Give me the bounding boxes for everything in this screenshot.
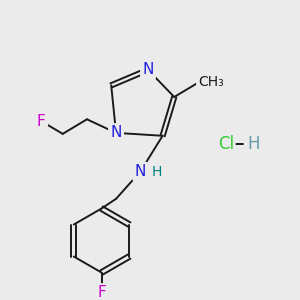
Text: N: N <box>142 62 154 77</box>
Text: F: F <box>37 114 46 129</box>
Text: Cl: Cl <box>218 134 234 152</box>
Text: CH₃: CH₃ <box>198 75 224 89</box>
Text: F: F <box>97 285 106 300</box>
Text: N: N <box>135 164 146 179</box>
Text: H: H <box>247 134 260 152</box>
Text: N: N <box>110 125 122 140</box>
Text: H: H <box>152 165 162 179</box>
